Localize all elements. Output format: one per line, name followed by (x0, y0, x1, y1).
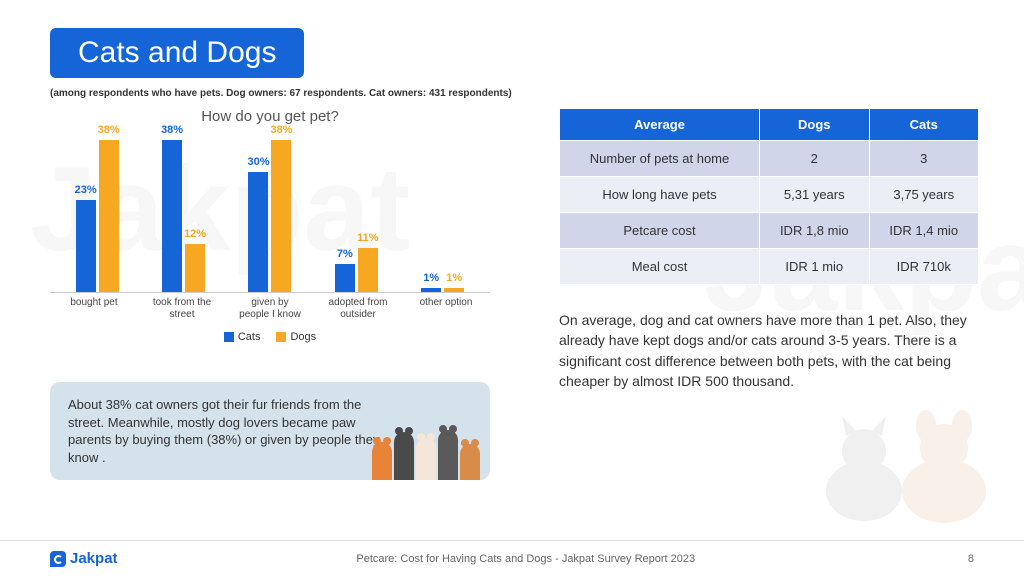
bar-value: 12% (184, 228, 206, 240)
subtitle: (among respondents who have pets. Dog ow… (50, 88, 512, 99)
table-cell: IDR 1 mio (760, 249, 869, 285)
paws-decoration (372, 430, 480, 480)
paw-icon (394, 432, 414, 480)
bar-value: 38% (98, 124, 120, 136)
table-cell: 2 (760, 141, 869, 177)
paw-icon (438, 430, 458, 480)
table-row: Number of pets at home23 (560, 141, 979, 177)
bar-value: 1% (423, 272, 439, 284)
bar-group: 30%38% (235, 140, 305, 292)
table-cell: 3,75 years (869, 177, 979, 213)
logo-icon (50, 551, 66, 567)
table-cell: IDR 710k (869, 249, 979, 285)
bar: 1% (444, 288, 464, 292)
bar-group: 7%11% (321, 248, 391, 292)
table-header: Dogs (760, 109, 869, 141)
bar: 12% (185, 244, 205, 292)
table-row: Petcare costIDR 1,8 mioIDR 1,4 mio (560, 213, 979, 249)
category-label: took from the street (147, 297, 217, 321)
bar: 11% (358, 248, 378, 292)
callout-text: About 38% cat owners got their fur frien… (68, 397, 379, 465)
page-number: 8 (934, 553, 974, 565)
callout-box: About 38% cat owners got their fur frien… (50, 382, 490, 480)
pets-decoration (814, 396, 994, 536)
category-label: bought pet (59, 297, 129, 321)
table-cell: Petcare cost (560, 213, 760, 249)
category-label: given by people I know (235, 297, 305, 321)
bar-value: 1% (446, 272, 462, 284)
bar-chart: How do you get pet? 23%38%38%12%30%38%7%… (50, 108, 490, 343)
table-header: Average (560, 109, 760, 141)
bar-value: 11% (357, 232, 378, 244)
chart-title: How do you get pet? (50, 108, 490, 125)
body-paragraph: On average, dog and cat owners have more… (559, 310, 979, 391)
legend-item: Cats (224, 331, 261, 343)
table-cell: 3 (869, 141, 979, 177)
legend-swatch (276, 332, 286, 342)
bar-value: 38% (270, 124, 292, 136)
bar: 1% (421, 288, 441, 292)
category-label: other option (411, 297, 481, 321)
page-title: Cats and Dogs (50, 28, 304, 78)
bar-group: 23%38% (62, 140, 132, 292)
legend-item: Dogs (276, 331, 316, 343)
bar-group: 38%12% (149, 140, 219, 292)
table-cell: How long have pets (560, 177, 760, 213)
bar: 38% (99, 140, 119, 292)
legend-label: Dogs (290, 331, 316, 343)
table-cell: Number of pets at home (560, 141, 760, 177)
bar-value: 23% (75, 184, 97, 196)
paw-icon (416, 438, 436, 480)
bar-value: 30% (247, 156, 269, 168)
bar: 30% (248, 172, 268, 292)
table-header: Cats (869, 109, 979, 141)
table-cell: IDR 1,4 mio (869, 213, 979, 249)
category-label: adopted from outsider (323, 297, 393, 321)
bar-value: 7% (337, 248, 353, 260)
paw-icon (372, 442, 392, 480)
paw-icon (460, 444, 480, 480)
bar: 38% (271, 140, 291, 292)
table-cell: 5,31 years (760, 177, 869, 213)
bar: 23% (76, 200, 96, 292)
brand-logo: Jakpat (50, 550, 118, 567)
footer: Jakpat Petcare: Cost for Having Cats and… (0, 540, 1024, 576)
footer-text: Petcare: Cost for Having Cats and Dogs -… (118, 553, 934, 565)
bar: 38% (162, 140, 182, 292)
comparison-table: AverageDogsCats Number of pets at home23… (559, 108, 979, 285)
table-row: Meal costIDR 1 mioIDR 710k (560, 249, 979, 285)
table-cell: Meal cost (560, 249, 760, 285)
bar: 7% (335, 264, 355, 292)
brand-name: Jakpat (70, 550, 118, 567)
legend-label: Cats (238, 331, 261, 343)
table-cell: IDR 1,8 mio (760, 213, 869, 249)
table-row: How long have pets5,31 years3,75 years (560, 177, 979, 213)
bar-value: 38% (161, 124, 183, 136)
bar-group: 1%1% (408, 288, 478, 292)
legend-swatch (224, 332, 234, 342)
